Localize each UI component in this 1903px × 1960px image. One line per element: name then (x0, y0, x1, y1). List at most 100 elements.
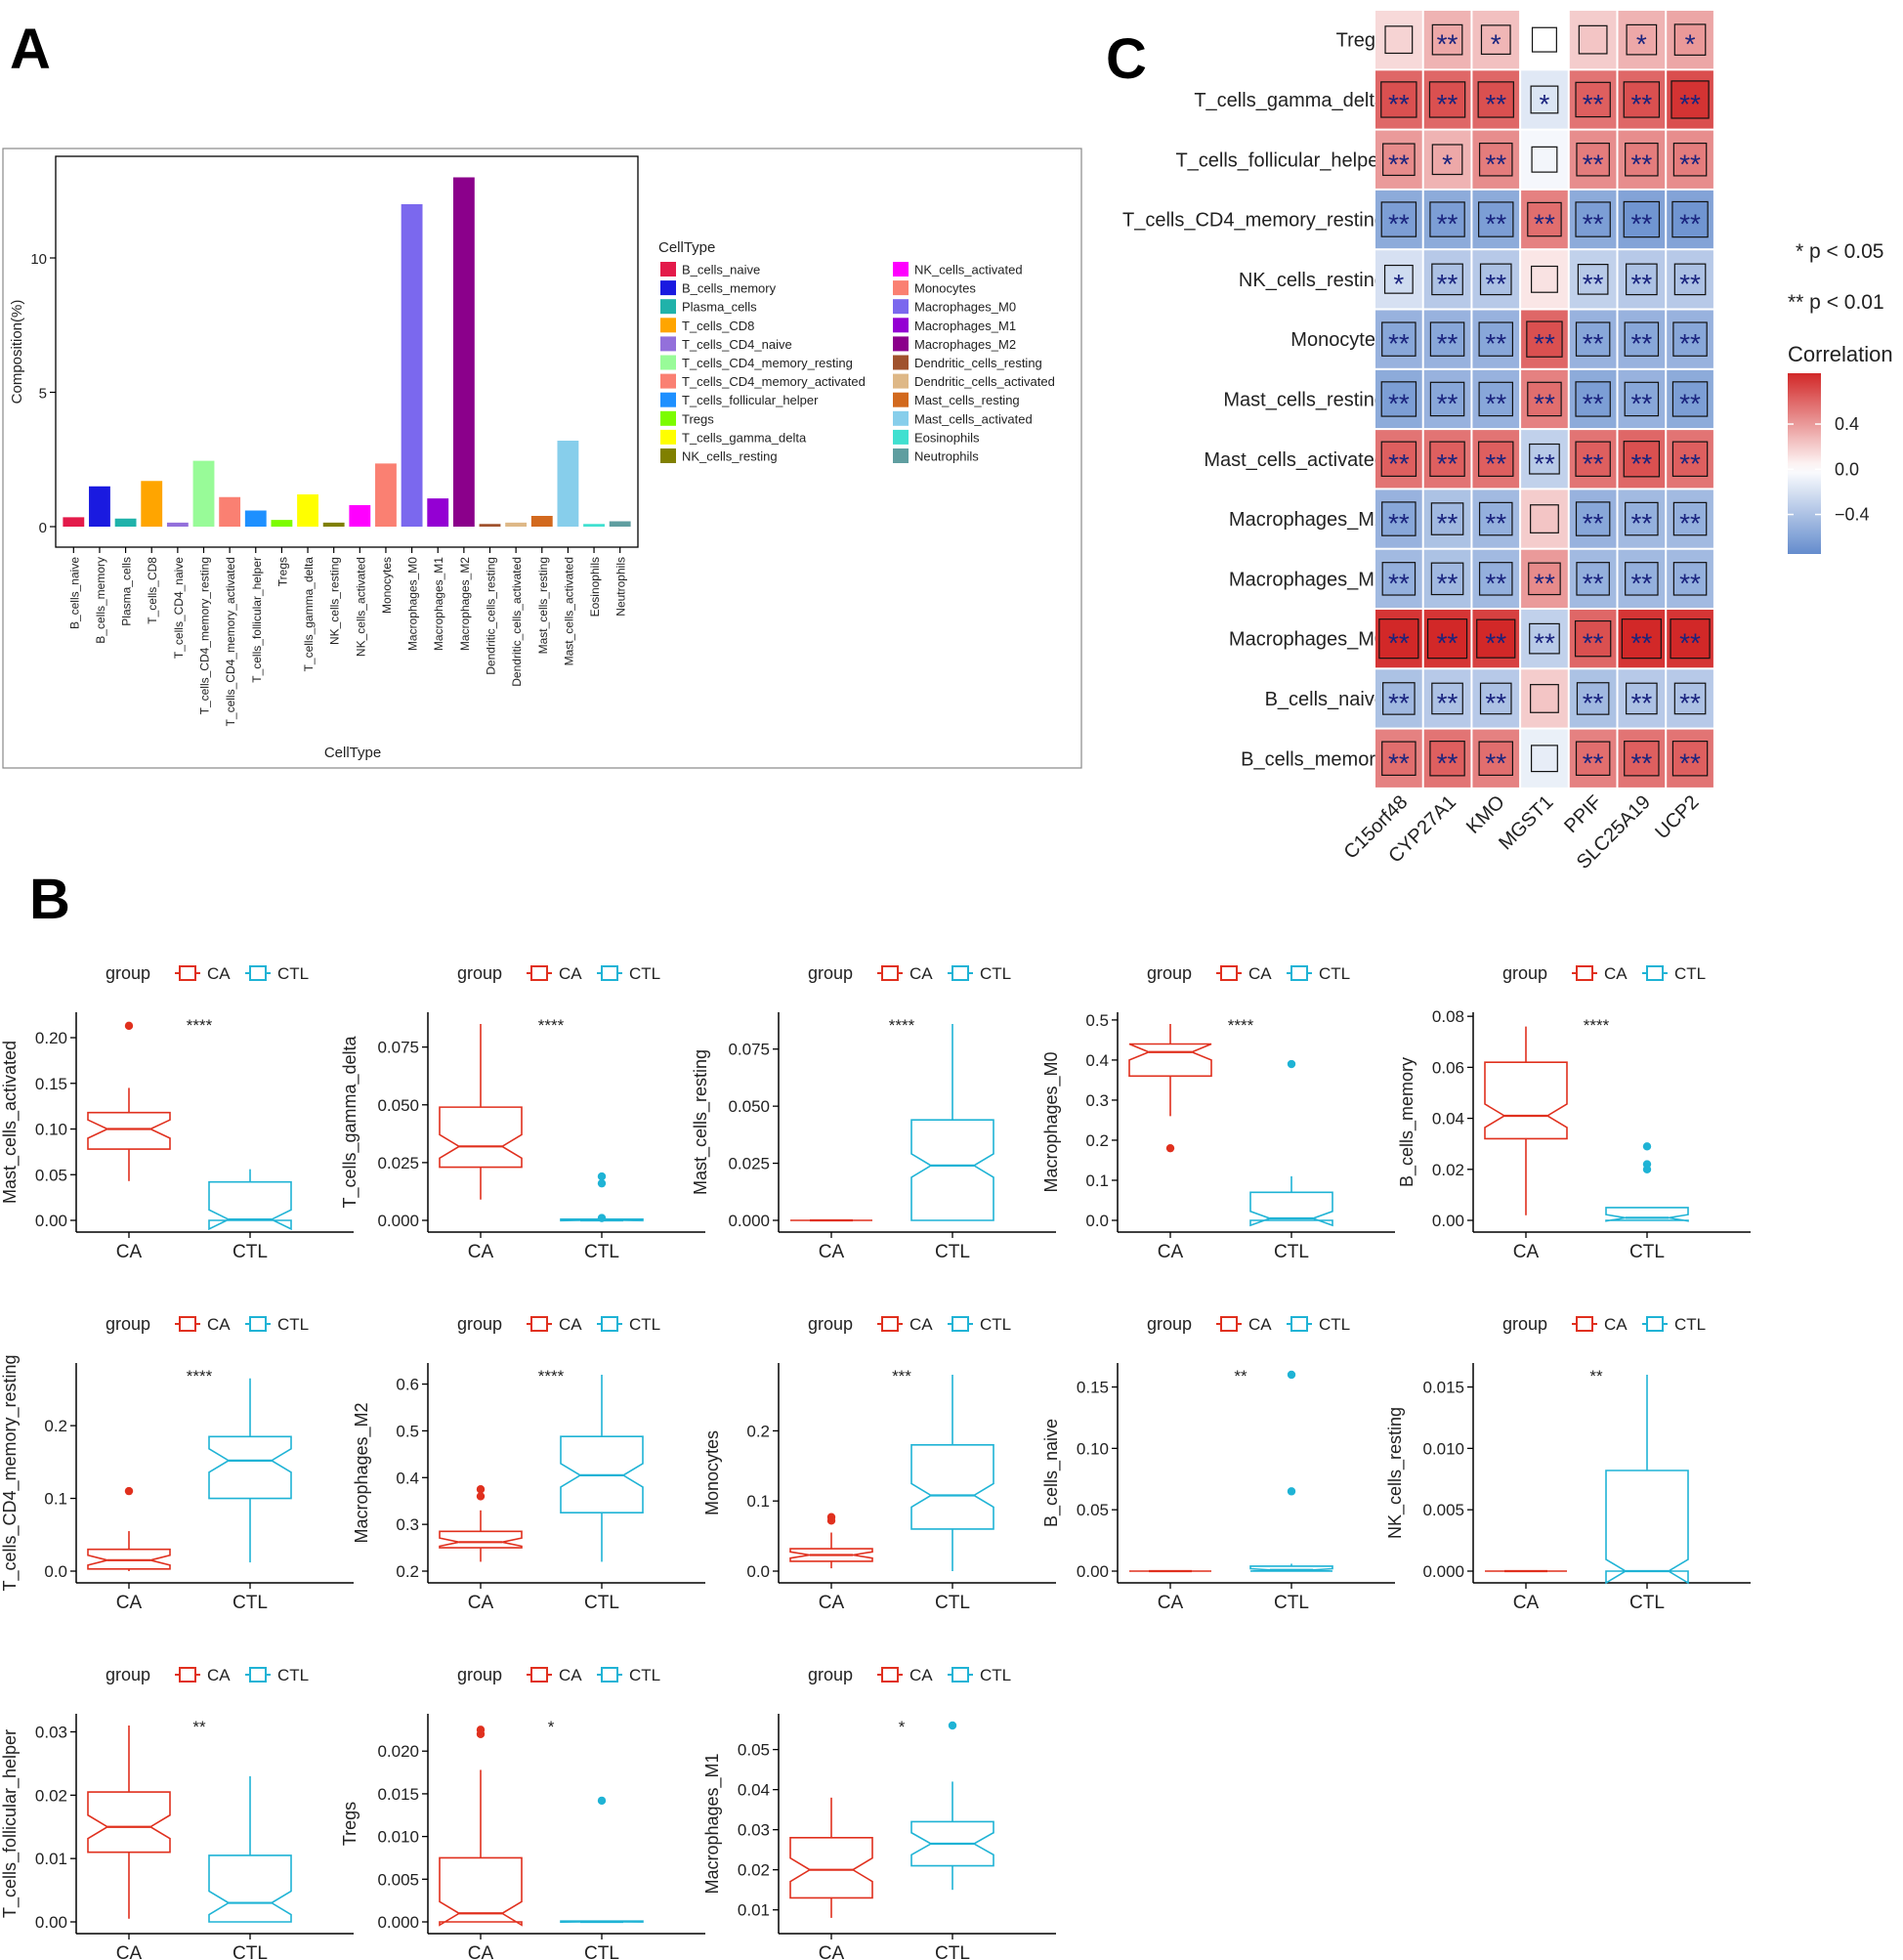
significance-stars: ** (1679, 328, 1701, 359)
panel-letter-a: A (10, 18, 51, 81)
legend-label: T_cells_CD4_memory_resting (682, 356, 853, 370)
bar-macrophages-m2 (452, 177, 475, 527)
heatmap-square (1478, 741, 1513, 776)
y-tick-label: 0.05 (738, 1741, 770, 1760)
y-axis-label: T_cells_CD4_memory_resting (0, 1354, 21, 1591)
significance-stars: * (1442, 149, 1453, 179)
heatmap-square (1477, 81, 1514, 118)
x-tick-label: CTL (1629, 1593, 1665, 1613)
heatmap-square (1671, 200, 1709, 238)
legend-key-box (1646, 1316, 1664, 1332)
outlier-point (1287, 1370, 1296, 1380)
significance-stars: ** (1583, 89, 1604, 119)
significance-stars: ** (1679, 688, 1701, 718)
heatmap-square (1431, 263, 1463, 296)
heatmap-square (1382, 143, 1416, 177)
x-tick-label: CTL (584, 1242, 619, 1262)
legend-label: Macrophages_M1 (914, 319, 1016, 333)
heatmap-square (1670, 80, 1710, 119)
heatmap-square (1623, 441, 1661, 478)
heatmap-square (1531, 26, 1557, 53)
heatmap-square (1576, 142, 1610, 177)
box (208, 1180, 292, 1231)
boxplot-macrophages-m2: group CA CTL 0.2 0.3 0.4 0.5 0.6 Macrophages_M2 *… (352, 1314, 705, 1613)
significance-label: **** (187, 1367, 213, 1385)
legend-title: group (457, 1665, 502, 1684)
y-tick-label: 0.03 (738, 1821, 770, 1840)
significance-stars: ** (1630, 568, 1652, 598)
legend-key-box (1220, 965, 1238, 981)
x-tick-label: Monocytes (380, 557, 394, 614)
heatmap-square (1429, 741, 1465, 777)
x-tick-label: Mast_cells_activated (562, 557, 575, 665)
heatmap-square (1530, 684, 1559, 713)
legend-key-box (179, 1667, 196, 1683)
legend-label: B_cells_naive (682, 263, 760, 277)
significance-stars: ** (1437, 568, 1459, 598)
x-tick-label: CA (1513, 1593, 1540, 1613)
legend-key-box (530, 1667, 548, 1683)
significance-label: **** (1228, 1016, 1254, 1035)
significance-stars: ** (1534, 209, 1555, 239)
legend-title: group (1502, 1314, 1547, 1334)
y-axis-label: Macrophages_M2 (352, 1402, 372, 1543)
bar-t-cells-cd4-memory-activated (219, 496, 241, 527)
x-tick-label: CTL (233, 1593, 268, 1613)
heatmap-square (1576, 682, 1610, 715)
heatmap-square (1575, 441, 1611, 477)
significance-stars: ** (1679, 747, 1701, 778)
significance-stars: ** (1388, 628, 1410, 659)
y-tick-label: 0.6 (396, 1376, 419, 1394)
legend-key-box (1576, 965, 1593, 981)
heatmap-square (1577, 264, 1609, 295)
y-axis-label: NK_cells_resting (1385, 1407, 1406, 1539)
heatmap-square (1526, 320, 1563, 358)
significance-stars: ** (1437, 628, 1459, 659)
legend-key-box (530, 1316, 548, 1332)
significance-label: * (548, 1718, 555, 1736)
outlier-point (476, 1726, 486, 1734)
row-label: Tregs (1336, 30, 1385, 52)
y-tick-label: 0.5 (396, 1422, 419, 1440)
y-tick-label: 0.01 (738, 1901, 770, 1920)
heatmap-square (1478, 562, 1513, 596)
legend-title: group (106, 1314, 150, 1334)
legend-key-box (1290, 1316, 1308, 1332)
row-label: Macrophages_M2 (1229, 509, 1385, 531)
significance-stars: ** (1388, 568, 1410, 598)
legend-label: CA (207, 964, 231, 983)
legend-key-box (952, 1316, 969, 1332)
y-tick-label: 0.050 (377, 1096, 419, 1115)
heatmap-square (1624, 741, 1660, 777)
y-tick-label: 0 (39, 520, 47, 536)
heatmap-square (1478, 501, 1513, 536)
box (1249, 1191, 1333, 1227)
legend-label: Plasma_cells (682, 300, 757, 315)
y-tick-label: 0.00 (35, 1212, 67, 1230)
y-axis-label: B_cells_naive (1041, 1419, 1062, 1527)
y-tick-label: 0.1 (746, 1492, 770, 1511)
y-axis-label: Mast_cells_activated (0, 1041, 21, 1204)
significance-stars: ** (1388, 89, 1410, 119)
legend-label: CA (207, 1315, 231, 1334)
heatmap-square (1478, 321, 1513, 357)
legend-key-box (179, 1316, 196, 1332)
heatmap-square (1380, 441, 1417, 477)
legend-label: CA (559, 1666, 582, 1684)
heatmap-square (1529, 443, 1560, 475)
significance-stars: ** (1630, 269, 1652, 299)
legend-label: CA (1604, 1315, 1628, 1334)
row-label: B_cells_memory (1241, 748, 1385, 770)
x-tick-label: T_cells_gamma_delta (302, 557, 316, 672)
heatmap-square (1626, 682, 1658, 715)
significance-stars: ** (1485, 448, 1506, 479)
x-tick-label: Macrophages_M2 (458, 557, 472, 651)
legend-label: T_cells_CD4_memory_activated (682, 374, 866, 389)
legend-key-box (601, 1667, 618, 1683)
significance-stars: ** (1583, 388, 1604, 418)
heatmap-square (1382, 682, 1416, 715)
heatmap-square (1575, 381, 1611, 417)
heatmap-square (1530, 265, 1558, 293)
row-label: T_cells_CD4_memory_resting (1122, 210, 1385, 232)
significance-stars: ** (1388, 328, 1410, 359)
